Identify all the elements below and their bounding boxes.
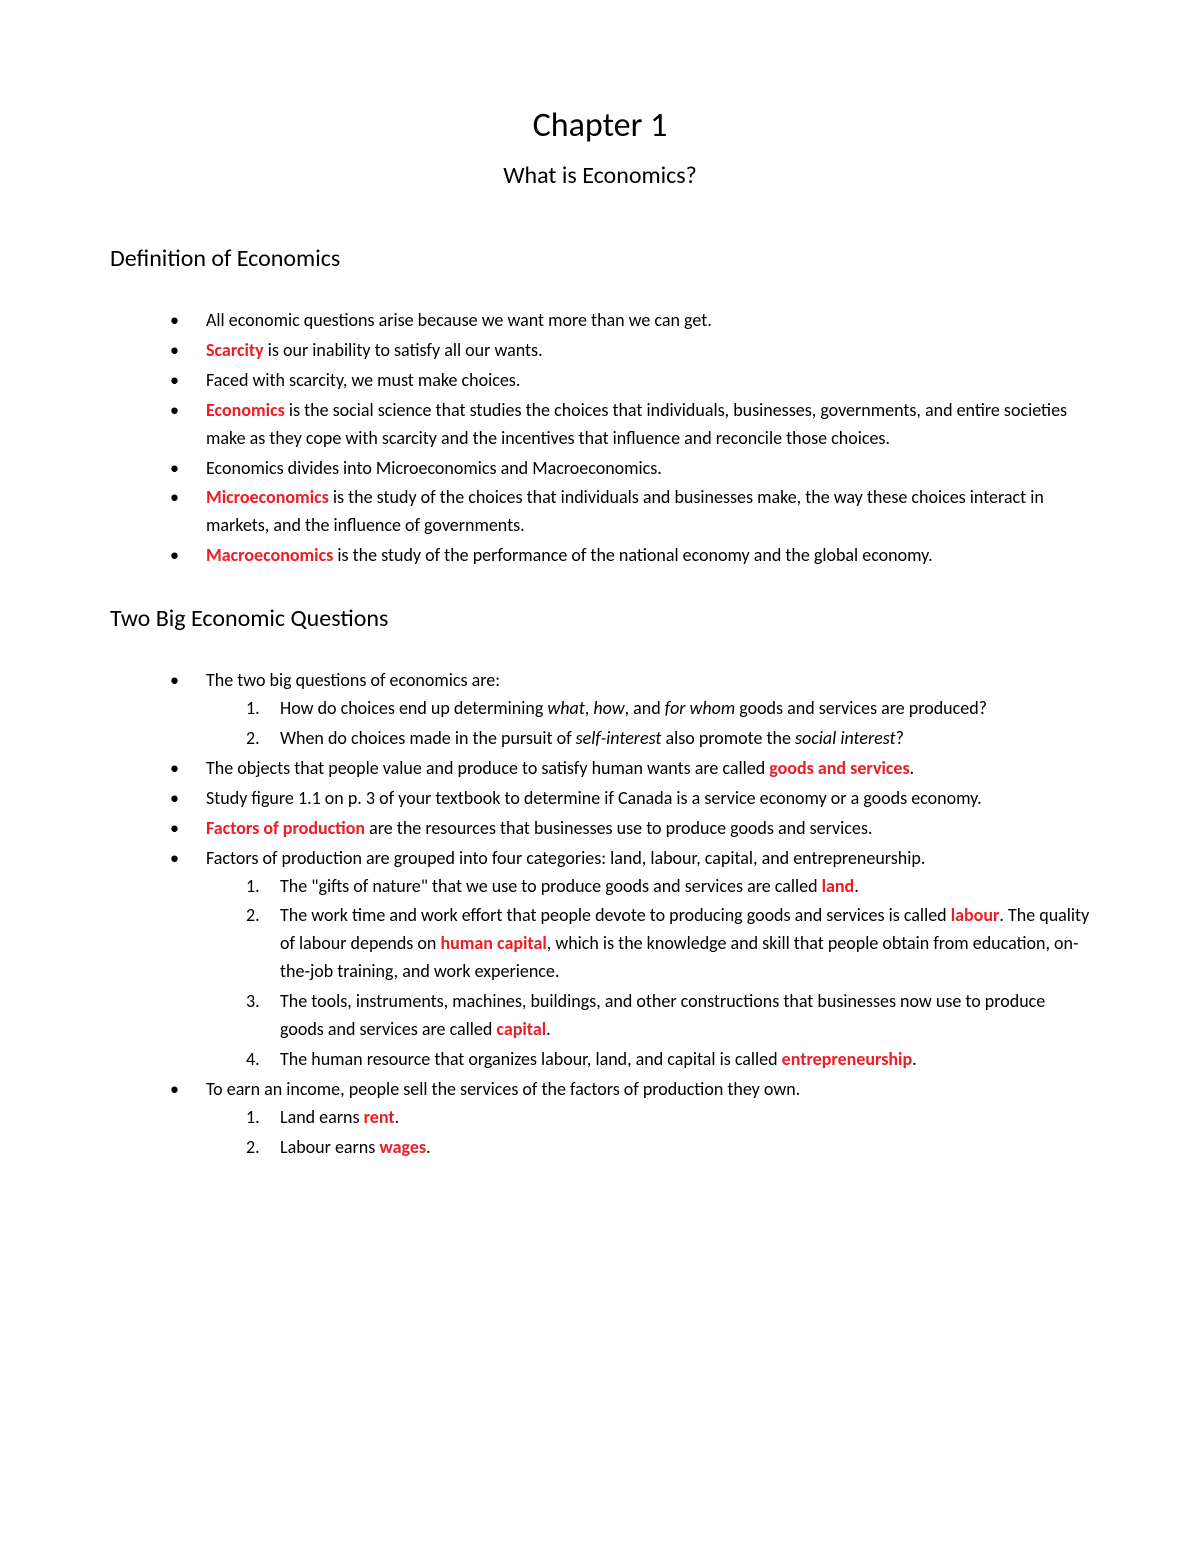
body-text: The "gifts of nature" that we use to pro… — [280, 875, 822, 897]
body-text: . — [912, 1048, 917, 1070]
bullet-item: Macroeconomics is the study of the perfo… — [170, 542, 1090, 570]
numbered-item: How do choices end up determining what , … — [246, 695, 1090, 723]
keyword-text: human capital — [440, 932, 546, 954]
bullet-item: Factors of production are the resources … — [170, 815, 1090, 843]
keyword-text: Scarcity — [206, 339, 264, 361]
body-text: is the study of the choices that individ… — [206, 486, 1044, 536]
body-text: . — [426, 1136, 431, 1158]
italic-text: social interest — [795, 727, 896, 749]
body-text: . — [546, 1018, 551, 1040]
numbered-item: The work time and work effort that peopl… — [246, 902, 1090, 986]
body-text: The work time and work effort that peopl… — [280, 904, 951, 926]
body-text: ? — [896, 727, 904, 749]
bullet-list: All economic questions arise because we … — [110, 307, 1090, 570]
body-text: , and — [625, 697, 665, 719]
keyword-text: rent — [364, 1106, 395, 1128]
body-text: When do choices made in the pursuit of — [280, 727, 576, 749]
numbered-sublist: How do choices end up determining what , … — [206, 695, 1090, 753]
body-text: The human resource that organizes labour… — [280, 1048, 782, 1070]
keyword-text: goods and services — [769, 757, 909, 779]
chapter-title: What is Economics? — [110, 157, 1090, 194]
keyword-text: labour — [951, 904, 1000, 926]
numbered-item: The human resource that organizes labour… — [246, 1046, 1090, 1074]
body-text: Labour earns — [280, 1136, 379, 1158]
bullet-item: Economics is the social science that stu… — [170, 397, 1090, 453]
body-text: goods and services are produced? — [735, 697, 987, 719]
numbered-item: The tools, instruments, machines, buildi… — [246, 988, 1090, 1044]
body-text: Factors of production are grouped into f… — [206, 847, 925, 869]
body-text: The two big questions of economics are: — [206, 669, 500, 691]
numbered-item: The "gifts of nature" that we use to pro… — [246, 873, 1090, 901]
keyword-text: wages — [379, 1136, 426, 1158]
italic-text: self-interest — [576, 727, 662, 749]
body-text: Study figure 1.1 on p. 3 of your textboo… — [206, 787, 982, 809]
italic-text: what — [547, 697, 584, 719]
keyword-text: Factors of production — [206, 817, 365, 839]
body-text: . — [854, 875, 859, 897]
body-text: are the resources that businesses use to… — [365, 817, 872, 839]
bullet-item: All economic questions arise because we … — [170, 307, 1090, 335]
keyword-text: land — [822, 875, 855, 897]
body-text: How do choices end up determining — [280, 697, 547, 719]
keyword-text: entrepreneurship — [782, 1048, 912, 1070]
italic-text: for whom — [665, 697, 735, 719]
body-text: Faced with scarcity, we must make choice… — [206, 369, 520, 391]
body-text: is the social science that studies the c… — [206, 399, 1067, 449]
body-text: is the study of the performance of the n… — [333, 544, 932, 566]
body-text: All economic questions arise because we … — [206, 309, 712, 331]
section-heading: Definition of Economics — [110, 240, 1090, 277]
italic-text: how — [593, 697, 624, 719]
bullet-item: The objects that people value and produc… — [170, 755, 1090, 783]
bullet-item: To earn an income, people sell the servi… — [170, 1076, 1090, 1162]
numbered-sublist: The "gifts of nature" that we use to pro… — [206, 873, 1090, 1074]
document-body: Definition of Economics All economic ques… — [110, 240, 1090, 1162]
body-text: Land earns — [280, 1106, 364, 1128]
body-text: . — [395, 1106, 400, 1128]
numbered-sublist: Land earns rent.Labour earns wages. — [206, 1104, 1090, 1162]
keyword-text: Microeconomics — [206, 486, 329, 508]
bullet-item: Economics divides into Microeconomics an… — [170, 455, 1090, 483]
body-text: To earn an income, people sell the servi… — [206, 1078, 800, 1100]
bullet-item: Faced with scarcity, we must make choice… — [170, 367, 1090, 395]
bullet-item: Study figure 1.1 on p. 3 of your textboo… — [170, 785, 1090, 813]
keyword-text: capital — [496, 1018, 546, 1040]
body-text: is our inability to satisfy all our want… — [264, 339, 543, 361]
body-text: also promote the — [661, 727, 795, 749]
numbered-item: Land earns rent. — [246, 1104, 1090, 1132]
bullet-list: The two big questions of economics are: H… — [110, 667, 1090, 1161]
bullet-item: The two big questions of economics are: H… — [170, 667, 1090, 753]
chapter-number: Chapter 1 — [110, 100, 1090, 153]
body-text: The objects that people value and produc… — [206, 757, 769, 779]
numbered-item: When do choices made in the pursuit of s… — [246, 725, 1090, 753]
body-text: The tools, instruments, machines, buildi… — [280, 990, 1045, 1040]
numbered-item: Labour earns wages. — [246, 1134, 1090, 1162]
body-text: Economics divides into Microeconomics an… — [206, 457, 662, 479]
section-heading: Two Big Economic Questions — [110, 600, 1090, 637]
keyword-text: Macroeconomics — [206, 544, 333, 566]
bullet-item: Scarcity is our inability to satisfy all… — [170, 337, 1090, 365]
body-text: . — [910, 757, 915, 779]
bullet-item: Factors of production are grouped into f… — [170, 845, 1090, 1074]
keyword-text: Economics — [206, 399, 285, 421]
bullet-item: Microeconomics is the study of the choic… — [170, 484, 1090, 540]
